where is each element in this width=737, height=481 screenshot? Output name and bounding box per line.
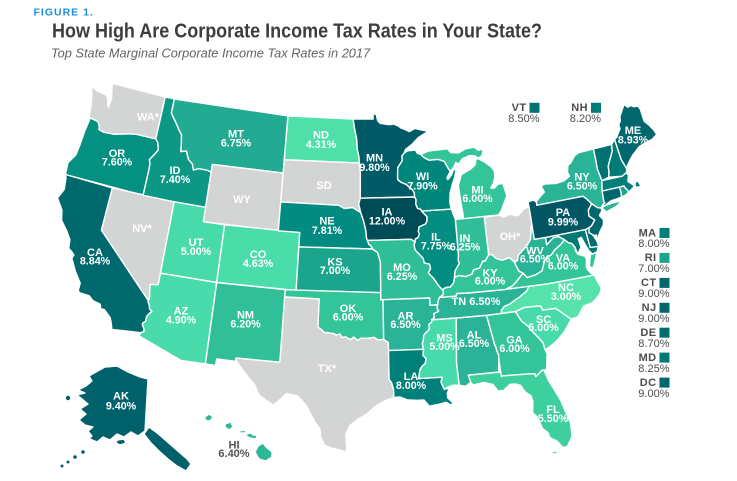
svg-text:LA: LA — [404, 371, 419, 383]
svg-text:8.70%: 8.70% — [638, 338, 669, 350]
svg-text:6.50%: 6.50% — [567, 181, 598, 193]
svg-text:4.63%: 4.63% — [243, 258, 274, 270]
svg-text:FIGURE 1.: FIGURE 1. — [34, 7, 94, 19]
svg-text:CA: CA — [87, 247, 103, 259]
svg-text:FL: FL — [546, 404, 560, 416]
svg-text:6.00%: 6.00% — [475, 276, 506, 288]
svg-text:IA: IA — [382, 207, 393, 219]
svg-text:NC: NC — [558, 282, 574, 294]
svg-text:8.00%: 8.00% — [638, 238, 669, 250]
svg-text:MN: MN — [366, 153, 383, 165]
svg-text:Top State Marginal Corporate I: Top State Marginal Corporate Income Tax … — [51, 46, 371, 61]
svg-text:OR: OR — [109, 148, 126, 160]
svg-text:TX*: TX* — [318, 363, 337, 375]
svg-text:8.50%: 8.50% — [508, 113, 539, 125]
svg-text:9.00%: 9.00% — [638, 288, 669, 300]
svg-text:6.25%: 6.25% — [387, 271, 418, 283]
svg-text:NM: NM — [237, 310, 254, 322]
svg-text:UT: UT — [189, 237, 204, 249]
svg-text:MO: MO — [393, 262, 411, 274]
svg-text:CO: CO — [250, 249, 267, 261]
svg-text:SD: SD — [316, 180, 331, 192]
svg-text:6.75%: 6.75% — [221, 138, 252, 150]
svg-text:5.00%: 5.00% — [528, 322, 559, 334]
svg-text:VA: VA — [556, 252, 571, 264]
svg-text:6.00%: 6.00% — [499, 343, 530, 355]
svg-text:NY: NY — [574, 172, 590, 184]
svg-text:MD: MD — [639, 352, 657, 364]
svg-text:6.00%: 6.00% — [548, 261, 579, 273]
svg-text:5.00%: 5.00% — [429, 341, 460, 353]
svg-text:7.81%: 7.81% — [312, 225, 343, 237]
svg-text:4.90%: 4.90% — [166, 315, 197, 327]
svg-text:8.00%: 8.00% — [396, 380, 427, 392]
svg-text:HI: HI — [229, 440, 240, 452]
svg-text:6.00%: 6.00% — [333, 312, 364, 324]
svg-text:MT: MT — [228, 129, 244, 141]
svg-text:12.00%: 12.00% — [369, 215, 406, 227]
svg-text:AZ: AZ — [174, 306, 189, 318]
svg-text:9.80%: 9.80% — [359, 162, 390, 174]
svg-text:AL: AL — [467, 330, 482, 342]
svg-text:7.00%: 7.00% — [638, 263, 669, 275]
svg-text:OH*: OH* — [500, 231, 522, 243]
svg-text:RI: RI — [645, 252, 657, 264]
svg-text:5.50%: 5.50% — [538, 413, 569, 425]
svg-text:8.20%: 8.20% — [570, 113, 601, 125]
svg-text:9.00%: 9.00% — [638, 313, 669, 325]
svg-text:AK: AK — [113, 391, 129, 403]
svg-text:TN 6.50%: TN 6.50% — [452, 296, 501, 308]
svg-text:8.93%: 8.93% — [618, 135, 649, 147]
svg-text:4.31%: 4.31% — [306, 139, 337, 151]
svg-text:7.00%: 7.00% — [320, 265, 351, 277]
svg-text:6.50%: 6.50% — [459, 338, 490, 350]
svg-text:KS: KS — [327, 257, 342, 269]
svg-text:7.60%: 7.60% — [102, 157, 133, 169]
svg-text:7.40%: 7.40% — [160, 174, 191, 186]
svg-text:7.75%: 7.75% — [421, 241, 452, 253]
svg-text:9.40%: 9.40% — [106, 401, 137, 413]
svg-text:VT: VT — [512, 102, 527, 114]
svg-text:NH: NH — [571, 102, 588, 114]
svg-text:6.20%: 6.20% — [230, 319, 261, 331]
svg-text:DE: DE — [640, 327, 656, 339]
svg-text:PA: PA — [556, 207, 571, 219]
svg-text:KY: KY — [482, 267, 498, 279]
svg-text:3.00%: 3.00% — [551, 291, 582, 303]
svg-text:6.40%: 6.40% — [218, 448, 249, 460]
svg-text:IN: IN — [460, 233, 471, 245]
svg-text:How High Are Corporate Income: How High Are Corporate Income Tax Rates … — [52, 21, 542, 43]
svg-text:WY: WY — [233, 194, 251, 206]
svg-text:8.25%: 8.25% — [638, 363, 669, 375]
svg-text:CT: CT — [641, 277, 656, 289]
svg-text:NV*: NV* — [132, 223, 152, 235]
svg-text:MS: MS — [436, 333, 453, 345]
svg-text:6.50%: 6.50% — [390, 319, 421, 331]
svg-text:DC: DC — [640, 377, 657, 389]
svg-text:WV: WV — [526, 246, 544, 258]
svg-text:6.25%: 6.25% — [450, 242, 481, 254]
svg-text:SC: SC — [536, 314, 551, 326]
svg-text:ND: ND — [313, 130, 329, 142]
svg-text:9.00%: 9.00% — [638, 388, 669, 400]
svg-text:ID: ID — [170, 165, 181, 177]
svg-text:6.00%: 6.00% — [462, 193, 493, 205]
svg-text:AR: AR — [398, 311, 414, 323]
svg-text:WA*: WA* — [137, 112, 160, 124]
svg-text:WI: WI — [416, 171, 429, 183]
svg-text:MI: MI — [471, 185, 483, 197]
svg-text:IL: IL — [431, 232, 441, 244]
svg-text:6.50%: 6.50% — [520, 254, 551, 266]
svg-text:OK: OK — [340, 303, 357, 315]
svg-text:5.00%: 5.00% — [181, 246, 212, 258]
svg-text:NE: NE — [319, 216, 334, 228]
svg-text:9.99%: 9.99% — [548, 217, 579, 229]
svg-text:7.90%: 7.90% — [407, 181, 438, 193]
svg-text:GA: GA — [506, 334, 523, 346]
svg-text:NJ: NJ — [642, 302, 657, 314]
svg-text:8.84%: 8.84% — [80, 255, 111, 267]
svg-text:MA: MA — [639, 227, 657, 239]
svg-text:ME: ME — [625, 125, 642, 137]
